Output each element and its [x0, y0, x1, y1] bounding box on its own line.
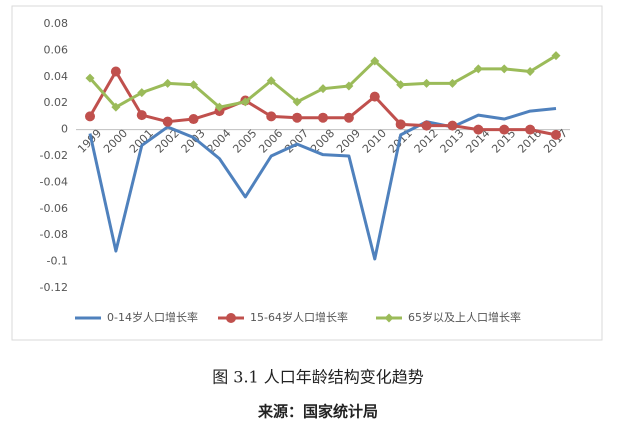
marker [343, 112, 354, 123]
source: 来源：国家统计局 [257, 403, 378, 421]
marker [395, 119, 406, 130]
marker [189, 80, 199, 90]
x-tick-label: 2000 [101, 127, 130, 156]
marker [292, 97, 302, 107]
marker [318, 84, 328, 94]
marker [369, 91, 380, 102]
marker [422, 78, 432, 88]
marker [499, 64, 509, 74]
x-tick-label: 2005 [230, 127, 259, 156]
marker [370, 56, 380, 66]
marker [136, 110, 147, 121]
legend-label: 65岁以及上人口增长率 [408, 310, 521, 324]
legend-label: 15-64岁人口增长率 [250, 310, 348, 324]
marker [473, 124, 484, 135]
y-tick-label: 0.08 [44, 17, 69, 30]
series-line [88, 70, 557, 137]
marker [85, 73, 95, 83]
x-tick-label: 2007 [282, 127, 311, 156]
marker [473, 64, 483, 74]
marker [499, 124, 510, 135]
x-tick-label: 2009 [334, 127, 363, 156]
marker [447, 78, 457, 88]
x-tick-label: 2013 [438, 127, 467, 156]
marker [226, 313, 236, 323]
marker [137, 88, 147, 98]
x-tick-label: 2010 [360, 127, 389, 156]
marker [551, 129, 561, 140]
x-tick-label: 2003 [179, 127, 208, 156]
y-tick-label: -0.02 [40, 149, 68, 162]
y-tick-label: -0.1 [47, 255, 68, 268]
y-tick-label: -0.04 [40, 175, 68, 188]
legend-label: 0-14岁人口增长率 [107, 310, 198, 324]
marker [292, 112, 303, 123]
y-tick-label: -0.08 [40, 228, 68, 241]
marker [396, 80, 406, 90]
y-tick-label: 0.02 [44, 96, 69, 109]
series-line [88, 106, 557, 261]
marker [421, 120, 432, 131]
marker [240, 97, 250, 107]
marker [111, 102, 121, 112]
y-tick-label: -0.06 [40, 202, 68, 215]
marker [447, 120, 458, 131]
marker [266, 76, 276, 86]
marker [384, 313, 394, 323]
y-tick-label: 0.04 [44, 70, 69, 83]
marker [344, 81, 354, 91]
marker [162, 116, 173, 127]
marker [110, 66, 121, 77]
marker [551, 51, 561, 61]
y-tick-label: -0.12 [40, 281, 68, 294]
marker [85, 111, 95, 122]
marker [163, 78, 173, 88]
y-tick-label: 0.06 [44, 43, 69, 56]
marker [525, 67, 535, 77]
marker [266, 111, 277, 122]
series-line [88, 54, 557, 109]
caption: 图 3.1 人口年龄结构变化趋势 [212, 368, 424, 387]
y-tick-label: 0 [61, 123, 68, 136]
chart-frame [11, 5, 603, 341]
x-tick-label: 1999 [75, 127, 104, 156]
marker [214, 102, 224, 112]
marker [318, 112, 328, 123]
marker [525, 124, 536, 135]
x-tick-label: 2012 [412, 127, 441, 156]
marker [188, 114, 199, 125]
